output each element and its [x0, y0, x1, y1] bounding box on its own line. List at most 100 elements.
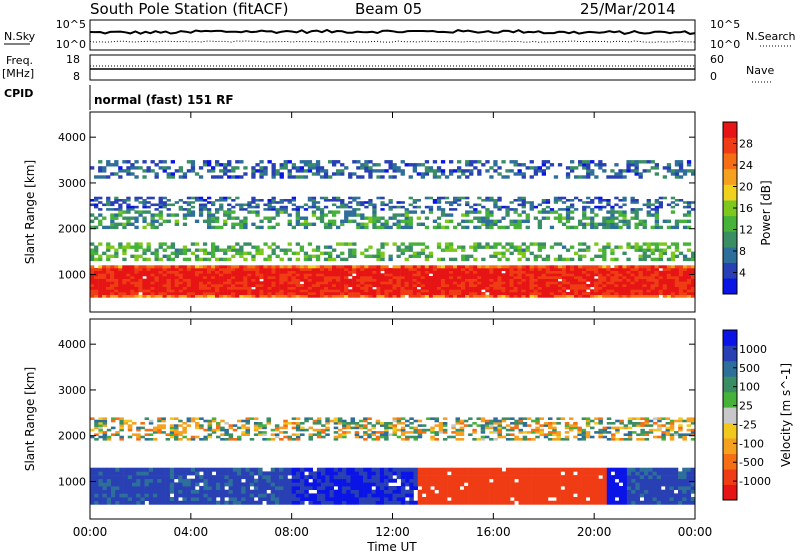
velocity-cell	[514, 475, 519, 480]
velocity-cell	[417, 475, 423, 480]
power-cell	[618, 210, 623, 214]
power-cell	[130, 286, 135, 290]
power-cell	[372, 284, 377, 287]
power-cell	[154, 276, 159, 279]
power-cell	[432, 289, 438, 293]
power-cell	[392, 166, 397, 170]
power-cell	[590, 268, 595, 271]
velocity-cell	[119, 489, 124, 494]
power-cell	[283, 294, 288, 298]
velocity-cell	[451, 471, 456, 476]
velocity-cell	[245, 467, 250, 472]
power-cell	[610, 289, 615, 293]
power-cell	[586, 163, 591, 167]
power-cell	[259, 294, 264, 298]
power-cell	[408, 254, 413, 258]
velocity-cell	[384, 500, 389, 505]
power-cell	[376, 289, 381, 293]
power-cell	[360, 213, 365, 217]
velocity-cell	[405, 471, 410, 476]
power-cell	[610, 257, 615, 262]
velocity-cell	[123, 471, 129, 476]
power-cell	[352, 286, 357, 290]
power-cell	[598, 270, 603, 274]
power-cell	[146, 294, 151, 298]
velocity-cell	[590, 489, 595, 494]
velocity-cell	[287, 493, 292, 498]
velocity-cell	[203, 475, 208, 480]
velocity-cell	[337, 475, 343, 480]
power-cell	[368, 172, 373, 176]
power-cell	[545, 166, 551, 170]
velocity-cell	[207, 493, 213, 498]
power-cell	[194, 257, 200, 262]
power-cell	[134, 289, 139, 293]
velocity-cell	[426, 486, 431, 490]
power-cell	[154, 208, 159, 211]
power-cell	[444, 196, 450, 200]
power-cell	[243, 172, 248, 176]
power-cell	[590, 265, 595, 269]
power-cell	[380, 292, 385, 295]
velocity-cell	[626, 471, 632, 476]
power-cell	[557, 254, 563, 258]
power-cell	[126, 216, 131, 220]
power-cell	[219, 276, 224, 279]
power-cell	[122, 281, 127, 285]
velocity-cell	[287, 497, 292, 501]
velocity-cell	[123, 478, 129, 483]
power-cell	[416, 199, 421, 202]
power-cell	[114, 273, 119, 277]
power-cell	[138, 245, 143, 249]
power-cell	[190, 242, 196, 246]
velocity-cell	[94, 486, 99, 490]
colorbar-tick-label: 8	[739, 245, 746, 258]
velocity-cell	[98, 489, 103, 494]
power-cell	[348, 265, 353, 269]
power-cell	[279, 292, 284, 295]
power-cell	[626, 166, 631, 170]
power-cell	[469, 286, 474, 290]
velocity-cell	[169, 435, 175, 439]
power-cell	[598, 268, 603, 271]
velocity-cell	[455, 482, 460, 487]
power-cell	[239, 273, 244, 277]
power-cell	[150, 268, 155, 271]
power-cell	[473, 210, 478, 214]
velocity-cell	[346, 500, 351, 505]
velocity-cell	[686, 467, 692, 472]
power-cell	[323, 205, 329, 209]
velocity-cell	[199, 424, 204, 427]
velocity-cell	[153, 478, 158, 483]
power-cell	[364, 273, 369, 277]
nsearch-line	[89, 40, 696, 43]
velocity-cell	[102, 435, 108, 439]
velocity-cell	[350, 471, 355, 476]
power-cell	[646, 286, 651, 290]
power-cell	[328, 278, 333, 282]
power-cell	[146, 210, 151, 214]
power-cell	[158, 289, 163, 293]
power-cell	[501, 281, 506, 285]
power-cell	[578, 242, 583, 246]
velocity-cell	[342, 489, 347, 494]
power-cell	[315, 248, 321, 252]
power-cell	[211, 201, 216, 204]
power-cell	[352, 160, 357, 164]
velocity-cell	[405, 489, 410, 494]
power-cell	[662, 273, 667, 277]
power-cell	[190, 160, 196, 164]
power-cell	[198, 273, 204, 277]
power-cell	[138, 276, 143, 279]
power-cell	[174, 248, 179, 252]
power-cell	[328, 210, 333, 214]
power-cell	[279, 205, 284, 209]
velocity-cell	[438, 471, 444, 476]
power-cell	[691, 254, 696, 258]
power-cell	[356, 196, 361, 200]
power-cell	[263, 276, 268, 279]
power-cell	[198, 210, 204, 214]
power-cell	[106, 163, 111, 167]
power-cell	[449, 219, 454, 223]
power-cell	[202, 257, 208, 262]
